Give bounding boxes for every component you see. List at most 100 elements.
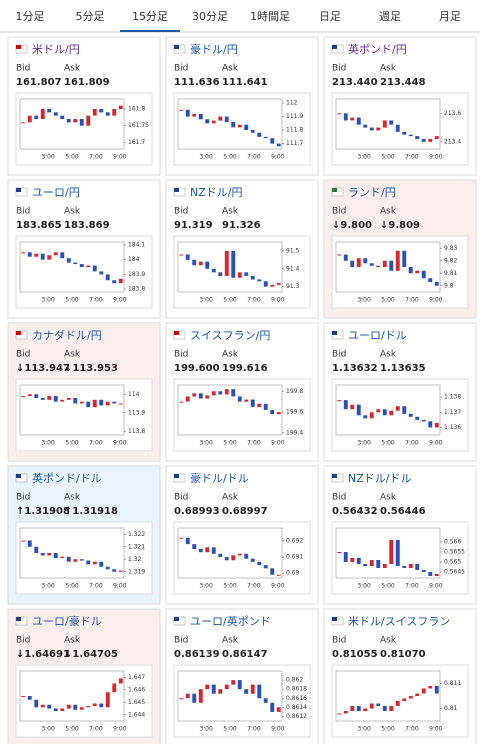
candle — [99, 561, 104, 567]
plot-frame — [177, 670, 283, 722]
bid-label: Bid — [332, 350, 346, 360]
y-tick-label: 161.75 — [128, 122, 149, 129]
bid-label: Bid — [16, 64, 30, 74]
candle — [47, 553, 52, 556]
candle — [66, 119, 71, 123]
y-tick-label: 0.8618 — [286, 686, 307, 693]
bid-value: ↓9.800 — [332, 220, 372, 231]
flag-mark — [332, 474, 337, 478]
flag-mark — [332, 188, 337, 192]
candle — [389, 410, 394, 416]
y-tick-label: 1.138 — [444, 394, 461, 401]
ask-label: Ask — [64, 493, 81, 503]
candle — [415, 564, 420, 570]
y-tick-label: 9.8 — [444, 282, 454, 289]
tab[interactable]: 日足 — [319, 10, 341, 23]
ask-value: ↓1.64705 — [64, 649, 118, 660]
x-tick-label: 9:00 — [271, 154, 285, 161]
pair-title[interactable]: NZドル/ドル — [348, 472, 411, 485]
candle — [47, 255, 52, 260]
y-tick-label: 0.691 — [286, 554, 303, 561]
pair-title[interactable]: ユーロ/円 — [32, 186, 80, 199]
pair-title[interactable]: 米ドル/円 — [32, 43, 80, 56]
x-tick-label: 3:00 — [41, 297, 55, 304]
tab[interactable]: 15分足 — [132, 10, 168, 23]
tab[interactable]: 30分足 — [192, 10, 228, 23]
candle — [408, 413, 413, 417]
candle — [92, 109, 97, 116]
y-tick-label: 199.6 — [286, 409, 303, 416]
pair-title[interactable]: ランド/円 — [348, 186, 396, 199]
candle — [224, 250, 229, 276]
candle — [356, 117, 361, 125]
plot-frame — [335, 241, 441, 293]
y-tick-label: 0.811 — [444, 680, 461, 687]
candle — [86, 115, 91, 126]
flag-mark — [16, 188, 21, 192]
tab[interactable]: 月足 — [439, 10, 461, 23]
tab[interactable]: 1分足 — [16, 10, 45, 23]
pair-title[interactable]: カナダドル/円 — [32, 328, 102, 342]
bid-label: Bid — [174, 493, 188, 503]
candle — [408, 564, 413, 568]
plot-frame — [335, 670, 441, 722]
candle — [34, 546, 39, 553]
candle — [244, 399, 249, 402]
x-tick-label: 7:00 — [89, 726, 103, 733]
x-tick-label: 5:00 — [65, 440, 79, 447]
x-tick-label: 5:00 — [223, 583, 237, 590]
y-tick-label: 0.8614 — [286, 704, 307, 711]
flag-mark — [16, 331, 21, 335]
candle — [105, 692, 110, 708]
pair-title[interactable]: 英ポンド/円 — [348, 42, 407, 56]
y-tick-label: 0.81 — [444, 705, 458, 712]
candle — [350, 404, 355, 410]
chart-box — [331, 235, 469, 309]
tab[interactable]: 1時間足 — [250, 10, 290, 23]
pair-title[interactable]: ユーロ/豪ドル — [32, 614, 102, 628]
pair-title[interactable]: 豪ドル/円 — [190, 42, 238, 56]
candle — [198, 393, 203, 399]
chart-box — [15, 92, 153, 166]
candle — [263, 281, 268, 287]
y-tick-label: 1.644 — [128, 711, 145, 718]
candle — [434, 686, 439, 694]
pair-title[interactable]: 米ドル/スイスフラン — [348, 615, 450, 628]
candle — [350, 706, 355, 711]
y-tick-label: 183.8 — [128, 286, 145, 293]
ask-value: 0.68997 — [222, 506, 268, 517]
bid-label: Bid — [174, 207, 188, 217]
x-tick-label: 7:00 — [247, 154, 261, 161]
candle — [211, 120, 216, 124]
candle — [112, 683, 117, 693]
bid-value: 213.440 — [332, 77, 378, 88]
candle — [66, 556, 71, 562]
candle — [434, 422, 439, 428]
pair-title[interactable]: ユーロ/ドル — [348, 329, 407, 342]
candle — [92, 703, 97, 706]
bid-value: ↓1.64691 — [16, 649, 70, 660]
candle — [179, 698, 184, 700]
candle — [428, 139, 433, 142]
chart-box — [15, 521, 153, 595]
pair-title[interactable]: スイスフラン/円 — [190, 329, 270, 342]
candle — [205, 395, 210, 399]
candle — [231, 389, 236, 397]
candle — [363, 415, 368, 419]
candle — [92, 561, 97, 565]
ask-label: Ask — [380, 636, 397, 646]
x-tick-label: 9:00 — [113, 154, 127, 161]
bid-value: 0.68993 — [174, 506, 220, 517]
tab[interactable]: 週足 — [379, 10, 401, 23]
candle — [421, 139, 426, 142]
pair-title[interactable]: 豪ドル/ドル — [190, 471, 249, 485]
flag-mark — [174, 474, 179, 478]
candle — [79, 401, 84, 404]
pair-title[interactable]: NZドル/円 — [190, 186, 242, 199]
candle — [270, 568, 275, 575]
pair-title[interactable]: 英ポンド/ドル — [32, 471, 102, 485]
bid-label: Bid — [332, 493, 346, 503]
tab[interactable]: 5分足 — [76, 10, 105, 23]
candle — [244, 553, 249, 559]
pair-title[interactable]: ユーロ/英ポンド — [190, 614, 271, 628]
